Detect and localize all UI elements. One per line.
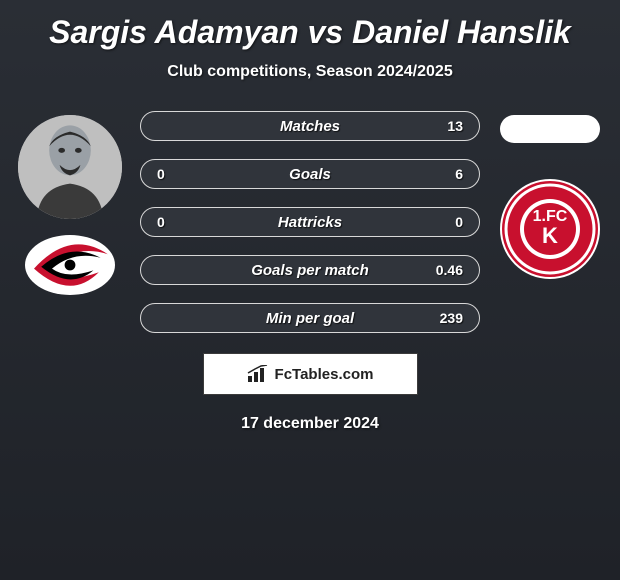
player-avatar-left	[18, 115, 122, 219]
stat-label: Hattricks	[278, 214, 342, 231]
left-column	[10, 111, 130, 295]
stat-label: Goals per match	[251, 262, 369, 279]
stat-row-hattricks: 0 Hattricks 0	[140, 207, 480, 237]
stat-label: Min per goal	[266, 310, 354, 327]
stat-right-value: 13	[413, 118, 463, 134]
stat-row-matches: Matches 13	[140, 111, 480, 141]
page-title: Sargis Adamyan vs Daniel Hanslik	[49, 14, 571, 51]
comparison-container: Sargis Adamyan vs Daniel Hanslik Club co…	[0, 0, 620, 443]
main-row: Matches 13 0 Goals 6 0 Hattricks 0 Goals…	[0, 111, 620, 333]
fck-badge-icon: 1.FC K	[500, 179, 600, 279]
stat-right-value: 6	[413, 166, 463, 182]
stat-right-value: 0.46	[413, 262, 463, 278]
club-logo-left	[25, 235, 115, 295]
stat-left-value: 0	[157, 214, 207, 230]
source-box: FcTables.com	[203, 353, 418, 395]
stat-label: Matches	[280, 118, 340, 135]
stat-right-value: 239	[413, 310, 463, 326]
blank-badge-right	[500, 115, 600, 143]
bar-chart-icon	[247, 365, 269, 383]
svg-text:K: K	[542, 223, 558, 248]
player-silhouette-icon	[18, 115, 122, 219]
right-column: 1.FC K	[490, 111, 610, 279]
stat-right-value: 0	[413, 214, 463, 230]
date-label: 17 december 2024	[241, 415, 379, 433]
source-label: FcTables.com	[275, 366, 374, 383]
stat-row-goals: 0 Goals 6	[140, 159, 480, 189]
stats-column: Matches 13 0 Goals 6 0 Hattricks 0 Goals…	[140, 111, 480, 333]
stat-row-min-per-goal: Min per goal 239	[140, 303, 480, 333]
stat-left-value: 0	[157, 166, 207, 182]
subtitle: Club competitions, Season 2024/2025	[167, 63, 452, 81]
stat-label: Goals	[289, 166, 331, 183]
hurricane-swirl-icon	[25, 235, 115, 295]
club-logo-right: 1.FC K	[500, 179, 600, 279]
stat-row-goals-per-match: Goals per match 0.46	[140, 255, 480, 285]
